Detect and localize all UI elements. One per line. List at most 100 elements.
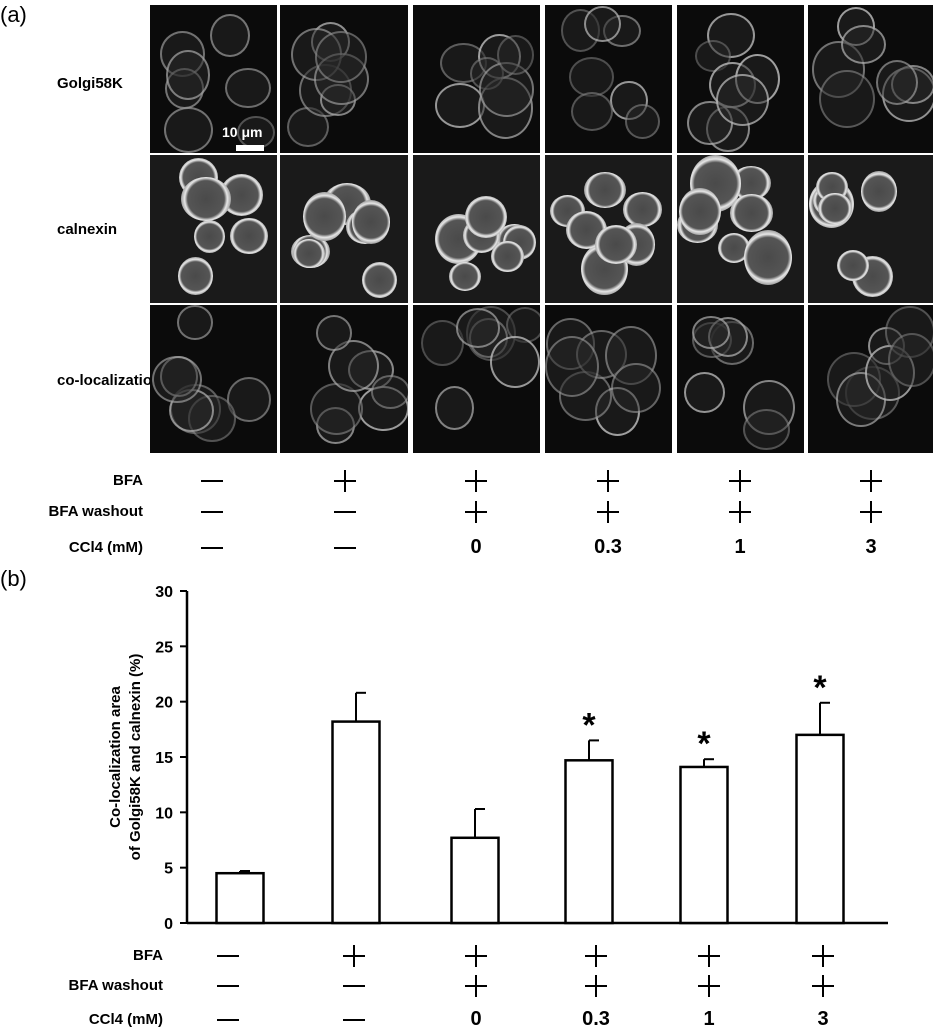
cell-shape bbox=[875, 59, 919, 106]
panel-a-plus-sign bbox=[588, 500, 628, 527]
micrograph-r1-c3 bbox=[413, 5, 540, 153]
panel-b-minus-sign bbox=[334, 1008, 374, 1035]
panel-a-minus-sign bbox=[192, 536, 232, 563]
cell-shape bbox=[622, 192, 663, 228]
panel-b-ccl4-value: 0 bbox=[470, 1008, 482, 1030]
panel-b-minus-sign bbox=[208, 944, 248, 971]
cell-shape bbox=[490, 336, 540, 389]
cell-shape bbox=[684, 371, 726, 414]
panel-a-plus-sign bbox=[456, 469, 496, 496]
cell-shape bbox=[625, 104, 660, 139]
bar-chart: 0 5 10 15 20 25 30 Co-localization area of Golgi… bbox=[107, 584, 888, 933]
cell-shape bbox=[571, 92, 614, 131]
panel-a-letter: (a) bbox=[0, 2, 27, 27]
panel-b-minus-sign bbox=[334, 974, 374, 1001]
panel-a-plus-sign bbox=[588, 469, 628, 496]
panel-b-plus-sign bbox=[456, 974, 496, 1001]
y-tick-label: 0 bbox=[164, 916, 173, 933]
panel-b-ccl4-value: 1 bbox=[703, 1008, 715, 1030]
panel-b-letter: (b) bbox=[0, 566, 27, 591]
panel-b-condition-label: CCl4 (mM) bbox=[88, 1011, 163, 1028]
panel-a-minus-sign bbox=[325, 536, 365, 563]
cell-shape bbox=[584, 5, 621, 43]
y-tick-label: 15 bbox=[155, 750, 173, 767]
panel-a-plus-sign bbox=[851, 500, 891, 527]
panel-b-plus-sign bbox=[576, 944, 616, 971]
panel-a-ccl4-value: 3 bbox=[865, 536, 877, 558]
cell-shape bbox=[316, 315, 353, 351]
scale-bar bbox=[236, 145, 264, 151]
y-axis-title-line1: Co-localization area bbox=[107, 685, 124, 827]
cell-shape bbox=[303, 192, 347, 241]
cell-shape bbox=[455, 308, 501, 348]
panel-a-plus-sign bbox=[456, 500, 496, 527]
significance-asterisk: * bbox=[697, 725, 711, 763]
micrograph-r1-c4 bbox=[545, 5, 672, 153]
bar bbox=[795, 733, 845, 925]
cell-shape bbox=[840, 24, 886, 65]
panel-b-plus-sign bbox=[803, 944, 843, 971]
cell-shape bbox=[743, 229, 793, 286]
cell-shape bbox=[715, 74, 770, 127]
micrograph-r2-c2 bbox=[280, 155, 408, 303]
panel-a-ccl4-value: 0.3 bbox=[594, 536, 622, 558]
micrograph-r2-c6 bbox=[808, 155, 933, 303]
panel-b-minus-sign bbox=[208, 974, 248, 1001]
cell-shape bbox=[435, 386, 475, 431]
panel-a-ccl4-value: 1 bbox=[734, 536, 746, 558]
panel-a-plus-sign bbox=[720, 469, 760, 496]
y-tick-label: 20 bbox=[155, 695, 173, 712]
cell-shape bbox=[836, 249, 870, 281]
micrograph-r3-c3 bbox=[413, 305, 540, 453]
cell-shape bbox=[178, 257, 214, 296]
micrograph-r1-c2 bbox=[280, 5, 408, 153]
cell-shape bbox=[490, 240, 524, 273]
panel-b-plus-sign bbox=[576, 974, 616, 1001]
cell-shape bbox=[836, 372, 886, 428]
cell-shape bbox=[860, 170, 898, 213]
significance-asterisk: * bbox=[813, 669, 827, 707]
panel-b-plus-sign bbox=[689, 944, 729, 971]
cell-shape bbox=[497, 35, 535, 76]
y-tick-label: 5 bbox=[164, 861, 173, 878]
panel-a-minus-sign bbox=[192, 500, 232, 527]
y-tick-label: 30 bbox=[155, 584, 173, 601]
panel-b-ccl4-value: 0.3 bbox=[582, 1008, 610, 1030]
micrograph-r2-c5 bbox=[677, 155, 804, 303]
panel-a-ccl4-value: 0 bbox=[470, 536, 482, 558]
cell-shape bbox=[362, 262, 398, 299]
cell-shape bbox=[611, 362, 661, 413]
cell-shape bbox=[166, 50, 211, 100]
cell-shape bbox=[743, 408, 791, 451]
micrograph-r2-c3 bbox=[413, 155, 540, 303]
cell-shape bbox=[692, 315, 730, 350]
row-label-golgi: Golgi58K bbox=[57, 75, 123, 92]
cell-shape bbox=[819, 70, 876, 129]
cell-shape bbox=[225, 67, 271, 108]
panel-b-plus-sign bbox=[689, 974, 729, 1001]
cell-shape bbox=[327, 339, 379, 393]
micrograph-r3-c2 bbox=[280, 305, 408, 453]
cell-shape bbox=[729, 193, 774, 232]
micrograph-r3-c5 bbox=[677, 305, 804, 453]
cell-shape bbox=[209, 13, 250, 57]
cell-shape bbox=[448, 262, 481, 291]
cell-shape bbox=[351, 200, 391, 244]
micrograph-r1-c5 bbox=[677, 5, 804, 153]
row-label-calnexin: calnexin bbox=[57, 221, 118, 238]
cell-shape bbox=[370, 375, 408, 410]
panel-b-plus-sign bbox=[803, 974, 843, 1001]
cell-shape bbox=[569, 57, 614, 97]
significance-asterisk: * bbox=[582, 706, 596, 744]
cell-shape bbox=[818, 192, 852, 225]
cell-shape bbox=[706, 13, 755, 58]
y-tick-label: 10 bbox=[155, 805, 173, 822]
bar bbox=[679, 765, 729, 925]
panel-a-condition-label: BFA bbox=[113, 472, 143, 489]
cell-shape bbox=[465, 195, 507, 238]
panel-a-plus-sign bbox=[851, 469, 891, 496]
micrograph-r2-c4 bbox=[545, 155, 672, 303]
panel-a-plus-sign bbox=[325, 469, 365, 496]
bar bbox=[564, 759, 614, 925]
bar bbox=[331, 720, 381, 925]
